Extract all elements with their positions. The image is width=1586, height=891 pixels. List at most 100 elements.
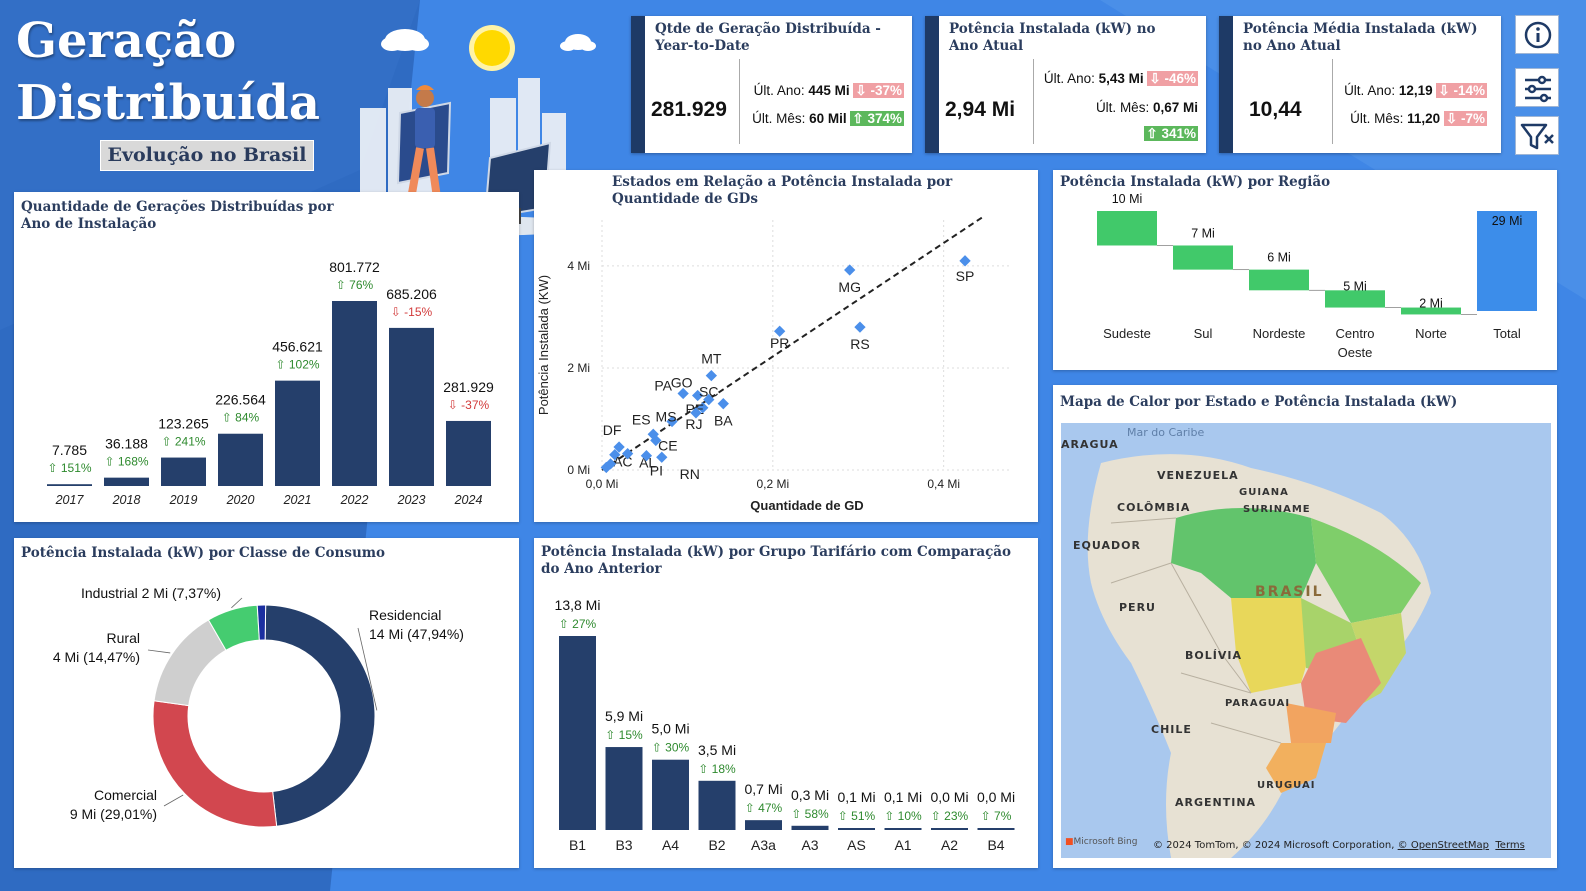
kpi-accent-bar [1219, 16, 1233, 153]
slice-label: Rural [107, 630, 140, 646]
bar-value-label: 0,0 Mi [977, 789, 1015, 805]
tariff-bar [698, 780, 736, 830]
x-tick-label: Oeste [1338, 345, 1373, 360]
sliders-icon [1525, 75, 1551, 103]
y-tick-label: 0 Mi [567, 463, 590, 477]
x-tick-label: Sudeste [1103, 326, 1151, 341]
donut-slice [152, 700, 278, 828]
kpi-last-month: Últ. Mês: 11,20 ⇩ -7% [1350, 111, 1487, 126]
clear-filters-button[interactable] [1515, 116, 1559, 155]
map-region-sao-paulo[interactable] [1286, 703, 1336, 743]
slice-label: Industrial 2 Mi (7,37%) [81, 585, 221, 601]
map-label: CHILE [1151, 723, 1192, 736]
trend-line [601, 216, 983, 471]
x-tick-label: Norte [1415, 326, 1447, 341]
year-bar [218, 433, 263, 486]
point-label: DF [603, 422, 622, 438]
kpi-card-quantity[interactable]: Qtde de Geração Distribuída - Year-to-Da… [631, 16, 912, 153]
map-label: GUIANA [1239, 487, 1289, 498]
info-button[interactable] [1515, 15, 1559, 54]
terms-link[interactable]: Terms [1495, 840, 1525, 851]
bar-value-label: 2 Mi [1419, 297, 1443, 311]
south-america-map [1061, 423, 1551, 858]
year-bar [275, 380, 320, 486]
y-axis-title: Potência Instalada (KW) [536, 275, 551, 415]
map-label: COLÔMBIA [1117, 501, 1191, 514]
x-tick-label: B4 [987, 837, 1004, 853]
donut-slice [264, 604, 376, 827]
sun-icon [469, 25, 515, 71]
donut-slice [153, 619, 227, 707]
bar-delta-label: ⇧ 151% [47, 461, 91, 475]
bar-delta-label: ⇩ -15% [391, 305, 433, 319]
bar-value-label: 0,1 Mi [837, 789, 875, 805]
x-tick-label: 2017 [55, 493, 85, 507]
chart-title: Potência Instalada (kW) por Região [1060, 174, 1331, 190]
x-tick-label: 2023 [397, 493, 426, 507]
slice-value-label: 4 Mi (14,47%) [53, 649, 140, 665]
x-tick-label: Sul [1194, 326, 1213, 341]
scatter-point [959, 255, 971, 267]
scatter-point [703, 393, 715, 406]
point-label: CE [658, 437, 677, 453]
scatter-panel: Estados em Relação a Potência Instalada … [534, 170, 1038, 522]
point-label: MT [701, 351, 722, 367]
filters-button[interactable] [1515, 68, 1559, 107]
map-region-south[interactable] [1266, 743, 1326, 793]
chart-title: Estados em Relação a Potência Instalada … [612, 174, 953, 207]
kpi-value: 2,94 Mi [945, 98, 1016, 121]
tariff-bar [791, 825, 829, 830]
heat-map[interactable]: Mar do Caribe ARAGUA VENEZUELA GUIANA SU… [1061, 423, 1551, 858]
point-label: SC [699, 384, 718, 400]
map-region-north[interactable] [1171, 508, 1316, 598]
x-tick-label: AS [847, 837, 866, 853]
year-bar [161, 457, 206, 486]
donut-panel: Potência Instalada (kW) por Classe de Co… [14, 538, 519, 868]
x-tick-label: A3a [751, 837, 776, 853]
tariff-bar [977, 828, 1015, 830]
x-tick-label: 0,0 Mi [586, 477, 619, 491]
bar-value-label: 7 Mi [1191, 226, 1215, 240]
x-tick-label: 2018 [112, 493, 141, 507]
cloud-icon [381, 29, 429, 51]
map-label: ARGENTINA [1175, 796, 1257, 809]
cloud-icon [560, 34, 596, 51]
kpi-card-average[interactable]: Potência Média Instalada (kW) no Ano Atu… [1219, 16, 1501, 153]
bar-delta-label: ⇧ 76% [336, 278, 374, 292]
x-tick-label: B2 [708, 837, 725, 853]
bar-value-label: 456.621 [272, 339, 323, 355]
leader-line [163, 794, 184, 807]
bar-delta-label: ⇧ 84% [222, 411, 260, 425]
bar-delta-label: ⇧ 47% [745, 801, 783, 815]
kpi-last-month: Últ. Mês: 60 Mil ⇧ 374% [752, 111, 904, 126]
x-tick-label: 2021 [283, 493, 312, 507]
osm-link[interactable]: © OpenStreetMap [1397, 840, 1490, 851]
x-tick-label: 2019 [169, 493, 198, 507]
map-region-minas[interactable] [1301, 638, 1381, 723]
leader-line [357, 627, 378, 711]
clear-filter-icon [1520, 123, 1554, 150]
kpi-value: 281.929 [651, 98, 727, 121]
bar-value-label: 3,5 Mi [698, 742, 736, 758]
map-label: BRASIL [1255, 584, 1324, 600]
x-tick-label: A3 [801, 837, 818, 853]
map-region-northeast[interactable] [1311, 518, 1421, 623]
year-bar [389, 327, 434, 486]
point-label: MG [838, 279, 861, 295]
tariff-panel: Potência Instalada (kW) por Grupo Tarifá… [534, 538, 1038, 868]
map-label: URUGUAI [1257, 780, 1316, 791]
map-region-mato-grosso[interactable] [1231, 598, 1316, 693]
bar-value-label: 29 Mi [1492, 214, 1523, 228]
region-waterfall-chart: 10 Mi Sudeste 7 Mi Sul 6 Mi Nordeste 5 Mi Centr… [1097, 192, 1537, 360]
bar-value-label: 226.564 [215, 392, 266, 408]
bar-value-label: 5 Mi [1343, 279, 1367, 293]
bar-value-label: 0,7 Mi [744, 781, 782, 797]
chart-title: Potência Instalada (kW) por Classe de Co… [21, 545, 386, 561]
point-label: RJ [685, 416, 702, 432]
map-provider: ■Microsoft Bing [1065, 837, 1138, 847]
kpi-card-power[interactable]: Potência Instalada (kW) no Ano Atual 2,9… [925, 16, 1206, 153]
bar-delta-label: ⇧ 168% [104, 455, 148, 469]
point-label: ES [632, 411, 651, 427]
x-tick-label: Nordeste [1253, 326, 1306, 341]
slice-label: Residencial [369, 607, 441, 623]
